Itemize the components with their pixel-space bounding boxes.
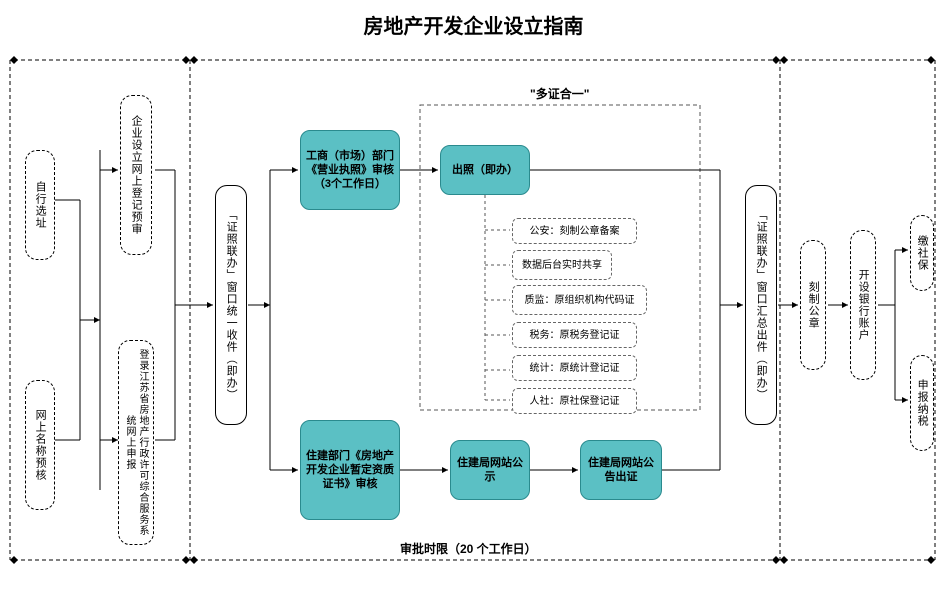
node-unified-intake-window: 「证照联办」窗口统一收件（即办） [215, 185, 247, 425]
node-label: 开设银行账户 [856, 269, 870, 341]
sub-police-seal-filing: 公安：刻制公章备案 [512, 218, 637, 244]
node-label: 住建局网站公示 [455, 456, 525, 485]
node-label: 住建局网站公告出证 [585, 456, 657, 485]
node-label: 企业设立网上登记预审 [129, 115, 143, 235]
phase-duration-label: 审批时限（20 个工作日） [400, 540, 537, 557]
node-housing-website-issue-cert: 住建局网站公告出证 [580, 440, 662, 500]
node-jiangsu-system-apply: 登录江苏省房地产行政许可综合服务系统网上申报 [118, 340, 154, 545]
sub-statistics-registration: 统计：原统计登记证 [512, 355, 637, 381]
node-label: 质监：原组织机构代码证 [525, 294, 635, 307]
node-label: 网上名称预核 [33, 409, 47, 481]
node-label: 工商（市场）部门《营业执照》审核（3个工作日） [305, 149, 395, 192]
node-label: 人社：原社保登记证 [530, 395, 620, 408]
sub-data-realtime-share: 数据后台实时共享 [512, 250, 612, 280]
node-label: 「证照联办」窗口统一收件（即办） [224, 209, 238, 401]
node-housing-website-publicity: 住建局网站公示 [450, 440, 530, 500]
page-title: 房地产开发企业设立指南 [0, 10, 947, 39]
node-label: 税务：原税务登记证 [530, 329, 620, 342]
node-enterprise-online-prereview: 企业设立网上登记预审 [120, 95, 152, 255]
node-pay-social-insurance: 缴社保 [910, 215, 934, 291]
sub-tax-registration: 税务：原税务登记证 [512, 322, 637, 348]
node-label: 「证照联办」窗口汇总出件（即办） [754, 209, 768, 401]
node-open-bank-account: 开设银行账户 [850, 230, 876, 380]
node-issue-license: 出照（即办） [440, 145, 530, 195]
node-self-select-site: 自行选址 [25, 150, 55, 260]
node-label: 自行选址 [33, 181, 47, 229]
node-online-name-precheck: 网上名称预核 [25, 380, 55, 510]
node-label: 出照（即办） [452, 163, 518, 177]
node-label: 统计：原统计登记证 [530, 362, 620, 375]
node-label: 申报纳税 [915, 379, 929, 427]
node-label: 缴社保 [915, 235, 929, 271]
multi-cert-label: "多证合一" [530, 85, 589, 102]
node-label: 登录江苏省房地产行政许可综合服务系统网上申报 [123, 345, 149, 540]
node-unified-output-window: 「证照联办」窗口汇总出件（即办） [745, 185, 777, 425]
node-housing-qualification-review: 住建部门《房地产开发企业暂定资质证书》审核 [300, 420, 400, 520]
node-label: 刻制公章 [806, 281, 820, 329]
node-label: 数据后台实时共享 [522, 259, 602, 272]
node-business-license-review: 工商（市场）部门《营业执照》审核（3个工作日） [300, 130, 400, 210]
node-label: 住建部门《房地产开发企业暂定资质证书》审核 [305, 449, 395, 492]
node-declare-tax: 申报纳税 [910, 355, 934, 451]
sub-quality-org-code: 质监：原组织机构代码证 [512, 285, 647, 315]
node-engrave-seal: 刻制公章 [800, 240, 826, 370]
node-label: 公安：刻制公章备案 [530, 225, 620, 238]
sub-social-insurance-registration: 人社：原社保登记证 [512, 388, 637, 414]
